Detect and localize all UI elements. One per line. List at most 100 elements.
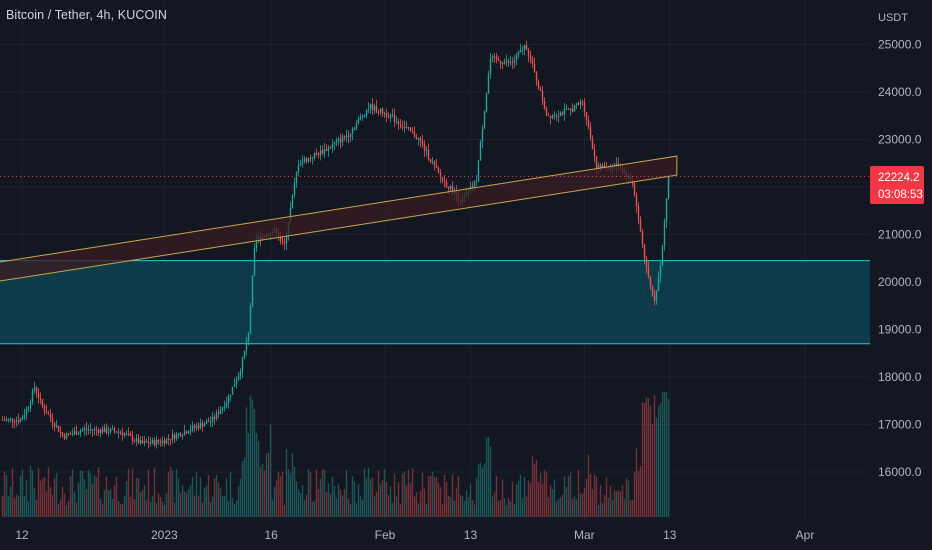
candle-body — [325, 149, 328, 152]
candle-body — [527, 49, 530, 56]
candle-body — [567, 108, 570, 110]
candle-body — [171, 434, 174, 440]
volume-bar — [303, 500, 306, 517]
candle-body — [181, 435, 184, 437]
candle-body — [199, 423, 202, 429]
volume-bar — [59, 499, 62, 517]
candle-body — [23, 414, 26, 418]
time-tick-label: 13 — [464, 528, 478, 542]
candle-body — [307, 157, 310, 162]
volume-bar — [11, 468, 14, 517]
volume-bar — [443, 474, 446, 517]
volume-bar — [423, 488, 426, 517]
candle-body — [437, 167, 440, 173]
candle-body — [247, 333, 250, 341]
candle-body — [565, 108, 568, 110]
candle-body — [305, 158, 308, 162]
volume-bar — [611, 499, 614, 517]
candle-body — [13, 421, 16, 423]
candle-body — [603, 165, 606, 168]
candle-body — [383, 112, 386, 114]
volume-bar — [547, 497, 550, 517]
volume-bar — [561, 494, 564, 517]
volume-bar — [337, 484, 340, 517]
volume-bar — [439, 487, 442, 517]
volume-bar — [123, 496, 126, 517]
candle-body — [639, 219, 642, 232]
volume-bar — [181, 484, 184, 517]
candle-body — [371, 104, 374, 111]
candle-body — [73, 431, 76, 434]
candle-body — [243, 350, 246, 359]
candle-body — [373, 105, 376, 111]
volume-bar — [625, 478, 628, 517]
volume-bar — [285, 449, 288, 517]
volume-bar — [343, 489, 346, 517]
volume-bar — [455, 487, 458, 517]
support-zone[interactable] — [0, 260, 870, 345]
candle-body — [421, 140, 424, 145]
candle-body — [415, 137, 418, 140]
candle-body — [509, 61, 512, 63]
volume-bar — [517, 480, 520, 517]
candle-body — [355, 123, 358, 129]
volume-bar — [581, 493, 584, 517]
volume-bar — [429, 475, 432, 517]
volume-bars — [1, 392, 670, 517]
volume-bar — [521, 498, 524, 517]
volume-bar — [599, 485, 602, 517]
candle-body — [113, 428, 116, 432]
volume-bar — [297, 489, 300, 517]
time-tick-label: 2023 — [151, 528, 178, 542]
price-tick-label: 20000.0 — [878, 275, 922, 289]
candle-body — [219, 410, 222, 415]
candle-body — [359, 116, 362, 119]
volume-bar — [491, 496, 494, 517]
volume-bar — [397, 481, 400, 517]
candle-body — [127, 433, 130, 435]
volume-bar — [85, 489, 88, 517]
volume-bar — [225, 477, 228, 517]
volume-bar — [559, 497, 562, 517]
volume-bar — [207, 475, 210, 517]
volume-bar — [155, 503, 158, 517]
volume-bar — [163, 504, 166, 517]
volume-bar — [291, 453, 294, 517]
volume-bar — [69, 476, 72, 517]
rising-channel[interactable] — [0, 155, 678, 282]
time-tick-label: 13 — [663, 528, 677, 542]
volume-bar — [51, 494, 54, 517]
time-axis[interactable]: 12 2023 16 Feb 13 Mar 13 Apr — [15, 528, 814, 542]
volume-bar — [149, 501, 152, 517]
volume-bar — [523, 477, 526, 517]
volume-bar — [469, 484, 472, 517]
candle-body — [313, 153, 316, 158]
volume-bar — [567, 475, 570, 517]
volume-bar — [345, 469, 348, 517]
volume-bar — [577, 469, 580, 517]
candle-body — [425, 149, 428, 151]
volume-bar — [215, 474, 218, 517]
candle-body — [385, 112, 388, 117]
volume-bar — [261, 463, 264, 517]
volume-bar — [121, 503, 124, 517]
volume-bar — [535, 459, 538, 517]
volume-bar — [133, 498, 136, 517]
volume-bar — [621, 485, 624, 517]
candle-body — [353, 128, 356, 130]
candle-body — [591, 138, 594, 150]
volume-bar — [151, 495, 154, 517]
volume-bar — [543, 470, 546, 517]
candle-body — [195, 425, 198, 428]
volume-bar — [623, 498, 626, 517]
candle-body — [547, 115, 550, 117]
candle-body — [89, 429, 92, 431]
volume-bar — [37, 468, 40, 517]
volume-bar — [55, 473, 58, 517]
candle-body — [549, 115, 552, 118]
volume-bar — [7, 496, 10, 517]
volume-bar — [61, 486, 64, 517]
candle-body — [153, 439, 156, 445]
volume-bar — [101, 504, 104, 517]
